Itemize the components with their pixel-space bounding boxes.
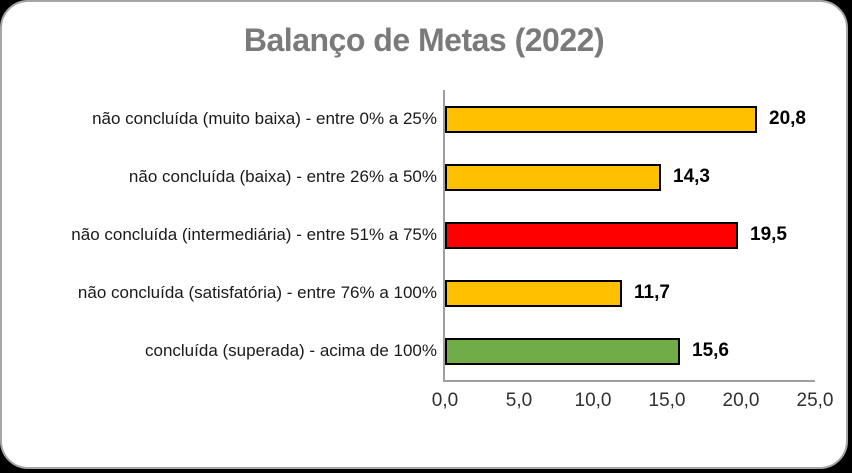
bar-value-label: 14,3 bbox=[673, 166, 710, 187]
bar-value-label: 20,8 bbox=[769, 108, 806, 129]
x-tick-label: 25,0 bbox=[796, 390, 834, 411]
bar-intermediaria bbox=[445, 221, 738, 249]
x-tick-label: 0,0 bbox=[431, 390, 459, 411]
bar-value-label: 11,7 bbox=[634, 282, 670, 303]
x-tick-label: 20,0 bbox=[722, 390, 760, 411]
chart-title: Balanço de Metas (2022) bbox=[243, 22, 605, 58]
bar-muito-baixa bbox=[445, 105, 757, 133]
x-tick-label: 15,0 bbox=[648, 390, 686, 411]
bar-superada bbox=[445, 337, 680, 365]
bar-satisfatoria bbox=[445, 279, 622, 307]
bar-row: 14,3 bbox=[445, 148, 815, 206]
category-label: concluída (superada) - acima de 100% bbox=[145, 341, 437, 360]
category-axis: não concluída (muito baixa) - entre 0% a… bbox=[18, 90, 437, 380]
bar-value-label: 15,6 bbox=[692, 340, 729, 361]
bar-baixa bbox=[445, 163, 661, 191]
bar-row: 20,8 bbox=[445, 90, 815, 148]
bar-value-label: 19,5 bbox=[750, 224, 787, 245]
category-label: não concluída (intermediária) - entre 51… bbox=[71, 225, 437, 244]
category-label: não concluída (satisfatória) - entre 76%… bbox=[77, 283, 437, 302]
x-tick-label: 5,0 bbox=[505, 390, 533, 411]
bar-row: 19,5 bbox=[445, 206, 815, 264]
category-label: não concluída (muito baixa) - entre 0% a… bbox=[92, 109, 437, 128]
x-tick-label: 10,0 bbox=[574, 390, 612, 411]
bar-row: 11,7 bbox=[445, 264, 815, 322]
bar-row: 15,6 bbox=[445, 322, 815, 380]
x-axis: 0,0 5,0 10,0 15,0 20,0 25,0 bbox=[2, 390, 846, 416]
plot-area: 20,8 14,3 19,5 11,7 15,6 bbox=[443, 90, 815, 382]
category-label: não concluída (baixa) - entre 26% a 50% bbox=[128, 167, 437, 186]
